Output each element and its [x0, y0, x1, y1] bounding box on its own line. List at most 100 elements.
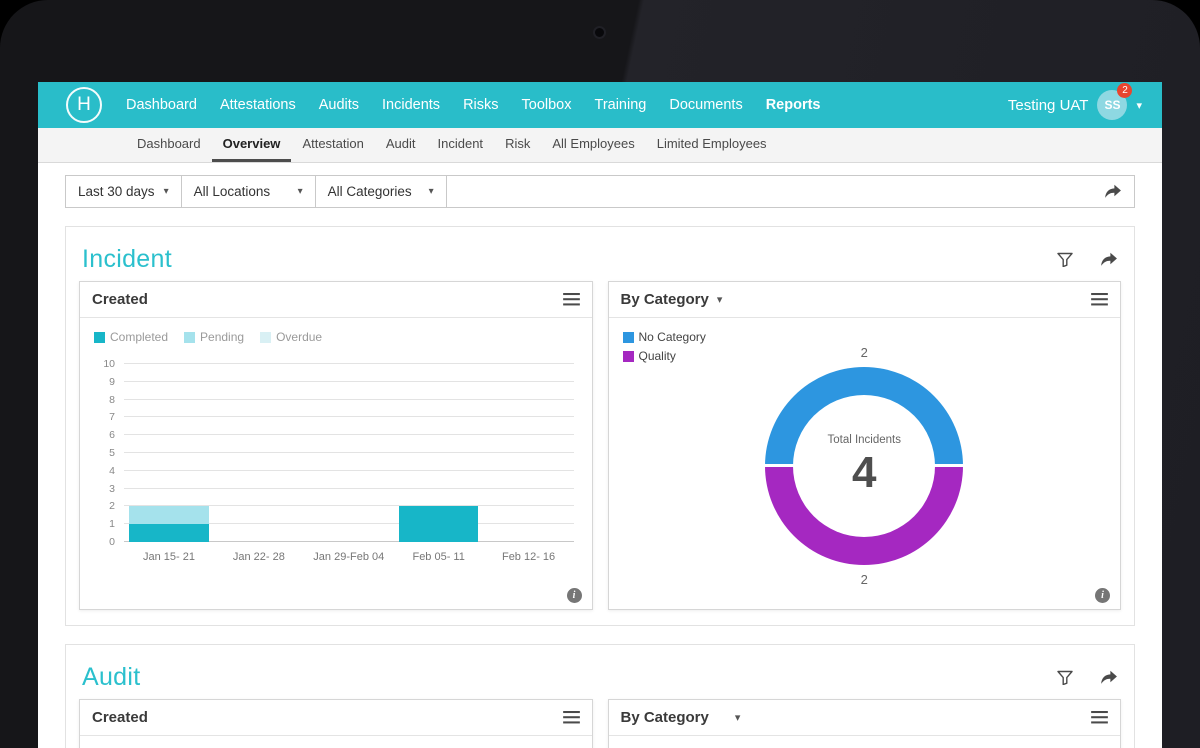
gridline [124, 487, 574, 489]
stacked-bar [219, 364, 298, 542]
bar-group [484, 364, 574, 542]
brand-logo[interactable]: H [66, 87, 102, 123]
slice-value-top: 2 [860, 344, 868, 360]
nav-item-audits[interactable]: Audits [318, 97, 360, 113]
bar-group [214, 364, 304, 542]
card-header: By Category ▾ [608, 700, 1120, 736]
categories-dropdown[interactable]: All Categories ▾ [314, 175, 447, 208]
x-tick-label: Jan 15- 21 [142, 551, 195, 563]
subnav-item-overview[interactable]: Overview [211, 128, 292, 162]
report-subnav: Dashboard Overview Attestation Audit Inc… [38, 128, 1162, 163]
donut-chart-body: No Category Quality 2 Total Incidents [609, 318, 1121, 609]
subnav-item-attestation[interactable]: Attestation [302, 136, 364, 151]
y-tick-label: 10 [103, 358, 115, 370]
gridline [124, 363, 574, 364]
card-header: Created [80, 282, 592, 318]
stacked-bar [489, 364, 568, 542]
card-header: Created [80, 700, 592, 736]
x-tick-label: Feb 12- 16 [501, 551, 556, 563]
y-tick-label: 6 [109, 429, 115, 442]
nav-item-risks[interactable]: Risks [463, 97, 499, 113]
info-icon[interactable]: i [566, 588, 582, 603]
list-menu-icon[interactable] [1091, 293, 1108, 306]
nav-item-incidents[interactable]: Incidents [382, 97, 441, 113]
app-screen: H Dashboard Attestations Audits Incident… [38, 82, 1162, 748]
brand-logo-letter: H [77, 94, 91, 115]
nav-item-dashboard[interactable]: Dashboard [126, 97, 197, 113]
donut-total-value: 4 [852, 447, 877, 497]
date-range-dropdown[interactable]: Last 30 days ▾ [65, 175, 182, 208]
audit-section: Audit Created [65, 644, 1135, 748]
incident-by-category-card: By Category ▾ No Category [607, 281, 1121, 610]
list-menu-icon[interactable] [562, 293, 580, 306]
chevron-down-icon: ▾ [163, 186, 169, 197]
incident-created-bar-chart: 0 1 2 3 4 5 6 7 8 9 10 [94, 358, 578, 548]
main-nav: Dashboard Attestations Audits Incidents … [126, 97, 821, 113]
legend-item-overdue: Overdue [260, 330, 322, 344]
bar-segment-completed [399, 506, 479, 542]
y-tick-label: 8 [109, 393, 115, 406]
categories-value: All Categories [327, 184, 412, 199]
nav-item-reports[interactable]: Reports [765, 97, 821, 113]
subnav-item-limited-employees[interactable]: Limited Employees [656, 136, 767, 151]
subnav-item-risk[interactable]: Risk [505, 136, 531, 151]
filter-icon[interactable] [1057, 252, 1073, 267]
donut-hole: Total Incidents 4 [793, 394, 936, 537]
donut-center-label: Total Incidents [827, 433, 901, 446]
subnav-item-incident[interactable]: Incident [437, 136, 484, 151]
nav-item-documents[interactable]: Documents [669, 97, 743, 113]
nav-item-training[interactable]: Training [594, 97, 647, 113]
share-arrow-icon[interactable] [1099, 670, 1118, 685]
nav-item-toolbox[interactable]: Toolbox [521, 97, 572, 113]
incident-created-card: Created Completed [79, 281, 593, 610]
chevron-down-icon[interactable]: ▾ [716, 294, 723, 306]
legend-swatch [622, 331, 634, 343]
subnav-item-all-employees[interactable]: All Employees [552, 136, 635, 151]
incident-section-header: Incident [79, 237, 1121, 281]
locations-dropdown[interactable]: All Locations ▾ [180, 175, 316, 208]
y-tick-label: 9 [109, 375, 115, 388]
bar-chart-x-axis: Jan 15- 21 Jan 22- 28 Jan 29-Feb 04 Feb 05-… [124, 551, 574, 563]
y-tick-label: 7 [109, 411, 115, 424]
legend-item-quality: Quality [622, 349, 706, 363]
share-arrow-icon[interactable] [1099, 252, 1118, 267]
bar-group [394, 364, 484, 542]
x-tick-label: Jan 29-Feb 04 [313, 551, 385, 563]
list-menu-icon[interactable] [562, 711, 580, 724]
user-area: Testing UAT SS 2 ▾ [1008, 83, 1142, 120]
bar-segment-completed [129, 524, 209, 542]
info-icon[interactable]: i [1095, 588, 1110, 603]
gridline [124, 523, 574, 525]
legend-item-no-category: No Category [622, 330, 706, 344]
legend-swatch [622, 350, 634, 362]
locations-value: All Locations [193, 184, 271, 199]
bar-chart-body: Completed Pending Overdue [80, 318, 592, 609]
card-title: By Category [620, 709, 709, 726]
list-menu-icon[interactable] [1091, 711, 1108, 724]
incident-section: Incident Created [65, 226, 1135, 626]
share-arrow-icon[interactable] [1103, 184, 1122, 199]
y-tick-label: 5 [109, 447, 115, 459]
donut-legend: No Category Quality [622, 330, 706, 363]
audit-by-category-card: By Category ▾ [607, 699, 1121, 748]
subnav-item-dashboard[interactable]: Dashboard [137, 136, 201, 151]
user-avatar[interactable]: SS 2 [1097, 83, 1133, 120]
legend-swatch [94, 331, 105, 343]
audit-created-card: Created [79, 699, 593, 748]
y-tick-label: 0 [109, 536, 115, 548]
top-navbar: H Dashboard Attestations Audits Incident… [38, 82, 1162, 128]
card-title: Created [92, 291, 148, 308]
nav-item-attestations[interactable]: Attestations [219, 97, 296, 113]
stacked-bar [399, 364, 479, 542]
user-menu-caret-icon[interactable]: ▾ [1136, 99, 1142, 112]
filter-icon[interactable] [1057, 670, 1073, 685]
stacked-bar [309, 364, 388, 542]
chevron-down-icon[interactable]: ▾ [734, 712, 741, 724]
card-header: By Category ▾ [608, 282, 1120, 318]
gridline [124, 505, 574, 507]
subnav-item-audit[interactable]: Audit [385, 136, 416, 151]
y-tick-label: 4 [109, 464, 115, 477]
x-tick-label: Jan 22- 28 [232, 551, 285, 563]
filter-bar: Last 30 days ▾ All Locations ▾ All Categ… [65, 175, 1135, 208]
